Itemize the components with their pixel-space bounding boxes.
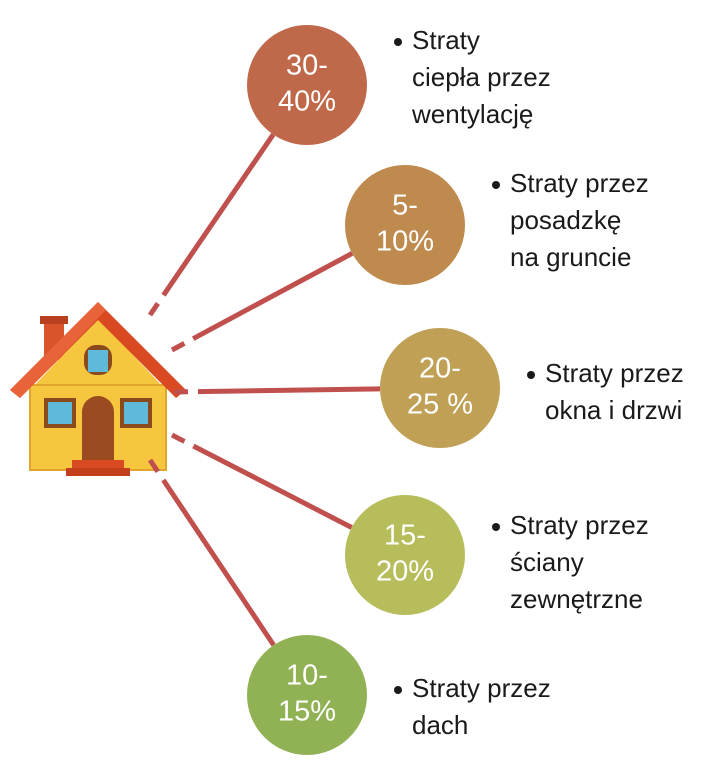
bullet [492,523,500,531]
percent-label: 25 % [407,389,473,421]
description-line: Straty przez [412,673,551,703]
percent-label: 20% [376,556,434,588]
connector [192,443,353,530]
description-line: ciepła przez [412,62,551,92]
connector [161,133,276,297]
connector [147,302,160,317]
description-line: Straty przez [510,510,649,540]
connector [147,458,160,474]
percent-label: 30- [286,50,328,82]
description-line: Straty przez [510,168,649,198]
connector [161,478,276,647]
description-line: na gruncie [510,242,631,272]
percent-label: 15% [278,696,336,728]
description-line: posadzkę [510,205,621,235]
percent-label: 15- [384,520,426,552]
percent-circle [247,25,367,145]
connector [170,341,186,353]
description-line: Straty [412,25,480,55]
bullet [394,38,402,46]
percent-label: 40% [278,86,336,118]
description-line: Straty przez [545,358,684,388]
percent-label: 20- [419,353,461,385]
percent-circle [247,635,367,755]
house-icon [10,302,186,476]
percent-circle [345,165,465,285]
description-line: dach [412,710,468,740]
bullet [394,686,402,694]
description-line: wentylację [411,99,533,129]
connector [191,251,354,341]
percent-label: 5- [392,190,418,222]
description-line: zewnętrzne [510,584,643,614]
connector [170,432,186,444]
bullet [492,181,500,189]
connector [197,386,381,395]
description-line: ściany [510,547,584,577]
percent-label: 10% [376,226,434,258]
percent-circle [345,495,465,615]
percent-label: 10- [286,660,328,692]
description-line: okna i drzwi [545,395,682,425]
bullet [527,371,535,379]
percent-circle [380,328,500,448]
